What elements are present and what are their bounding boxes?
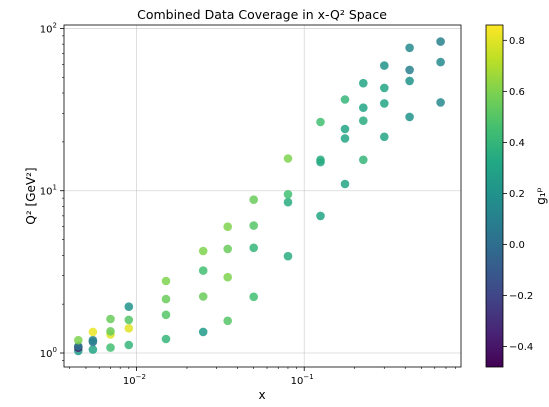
scatter-point xyxy=(106,343,115,352)
scatter-point xyxy=(198,292,208,301)
scatter-point xyxy=(198,266,208,275)
colorbar-ticks: −0.4 −0.2 0.0 0.2 0.4 0.6 0.8 xyxy=(503,36,533,353)
scatter-point xyxy=(359,78,368,88)
colorbar-tick-label: −0.2 xyxy=(509,291,533,302)
scatter-point xyxy=(316,155,325,165)
scatter-point xyxy=(74,342,83,351)
y-axis-label: Q² [GeV²] xyxy=(24,167,38,224)
colorbar-tick-label: 0.0 xyxy=(509,240,525,251)
scatter-point xyxy=(405,112,414,122)
scatter-point xyxy=(405,65,414,75)
scatter-point xyxy=(436,98,445,107)
scatter-point xyxy=(223,244,232,254)
colorbar-tick-label: 0.2 xyxy=(509,189,525,200)
x-axis-label: x xyxy=(258,388,265,402)
scatter-point xyxy=(359,155,368,165)
scatter-point xyxy=(124,302,134,312)
colorbar-label: g₁ᵖ xyxy=(534,187,548,205)
colorbar xyxy=(485,24,504,368)
scatter-point xyxy=(316,211,325,221)
x-tick-label: 10−1 xyxy=(291,373,314,387)
scatter-point xyxy=(198,327,208,337)
scatter-point xyxy=(223,272,232,282)
scatter-point xyxy=(405,43,414,53)
y-tick-label: 102 xyxy=(40,21,57,35)
scatter-point xyxy=(283,154,293,163)
scatter-point xyxy=(340,124,350,134)
scatter-point xyxy=(380,83,389,93)
scatter-point xyxy=(249,243,258,253)
scatter-point xyxy=(405,76,414,86)
scatter-point xyxy=(88,335,98,345)
scatter-point xyxy=(283,251,293,261)
scatter-point xyxy=(340,179,350,189)
scatter-point xyxy=(340,134,350,143)
grid-lines xyxy=(64,25,461,367)
scatter-point xyxy=(161,310,171,320)
scatter-point xyxy=(106,327,115,336)
x-tick-label: 10−2 xyxy=(123,373,146,387)
scatter-point xyxy=(198,246,208,256)
colorbar-tick-label: 0.8 xyxy=(509,36,525,47)
scatter-point xyxy=(436,57,445,67)
scatter-point xyxy=(124,315,134,325)
scatter-point xyxy=(106,314,115,324)
scatter-point xyxy=(88,345,98,354)
scatter-point xyxy=(249,221,258,230)
scatter-point xyxy=(161,334,171,344)
colorbar-tick-label: −0.4 xyxy=(509,342,533,353)
scatter-point xyxy=(88,327,98,337)
scatter-point xyxy=(223,222,232,231)
y-tick-label: 100 xyxy=(40,346,57,360)
scatter-point xyxy=(436,37,445,46)
scatter-point xyxy=(249,195,258,204)
scatter-point xyxy=(161,294,171,304)
scatter-point xyxy=(380,61,389,70)
scatter-point xyxy=(74,335,83,345)
y-tick-label: 101 xyxy=(40,184,57,198)
colorbar-tick-label: 0.4 xyxy=(509,138,525,149)
scatter-point xyxy=(359,103,368,112)
x-axis-ticks: 10−2 10−1 xyxy=(69,367,457,387)
scatter-point xyxy=(161,276,171,286)
scatter-point xyxy=(283,190,293,199)
scatter-point xyxy=(223,316,232,326)
data-points xyxy=(74,37,445,356)
plot-frame xyxy=(63,24,462,368)
chart-title: Combined Data Coverage in x-Q² Space xyxy=(137,7,387,22)
y-axis-ticks: 100 101 102 xyxy=(40,21,64,361)
scatter-point xyxy=(359,116,368,125)
scatter-point xyxy=(380,99,389,108)
scatter-point xyxy=(316,117,325,127)
scatter-point xyxy=(249,292,258,302)
colorbar-tick-label: 0.6 xyxy=(509,87,525,98)
scatter-point xyxy=(340,95,350,104)
scatter-point xyxy=(124,324,134,333)
scatter-point xyxy=(380,132,389,142)
scatter-point xyxy=(283,197,293,207)
scatter-point xyxy=(124,340,134,350)
